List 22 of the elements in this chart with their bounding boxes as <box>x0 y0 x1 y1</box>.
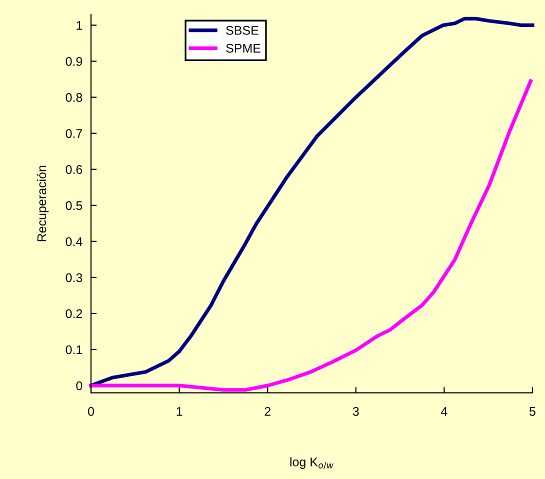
x-tick-label: 4 <box>440 407 448 416</box>
y-tick-label: 0.3 <box>66 273 82 282</box>
x-tick-label: 2 <box>264 407 270 416</box>
y-tick-label: 0.1 <box>66 345 82 354</box>
line-series <box>89 16 534 388</box>
y-tick-label: 0 <box>76 381 82 390</box>
y-tick-label: 0.5 <box>66 201 82 210</box>
y-tick-label: 0.2 <box>66 309 82 318</box>
y-tick-label: 0.7 <box>66 129 82 138</box>
x-tick-label: 3 <box>352 407 359 416</box>
legend-label: SPME <box>226 44 260 53</box>
y-axis-title: Recuperación <box>36 166 49 242</box>
legend-label: SBSE <box>226 26 258 35</box>
y-tick-label: 1 <box>76 21 82 30</box>
y-tick-label: 0.4 <box>66 237 82 246</box>
x-tick-label: 0 <box>88 407 94 416</box>
y-tick-label: 0.6 <box>66 165 82 174</box>
x-tick-label: 1 <box>176 407 182 416</box>
y-tick-label: 0.9 <box>66 57 82 66</box>
x-tick-label: 5 <box>529 407 536 416</box>
y-tick-label: 0.8 <box>66 93 82 102</box>
x-axis-title: log K$_{o/w}$ <box>290 457 334 470</box>
